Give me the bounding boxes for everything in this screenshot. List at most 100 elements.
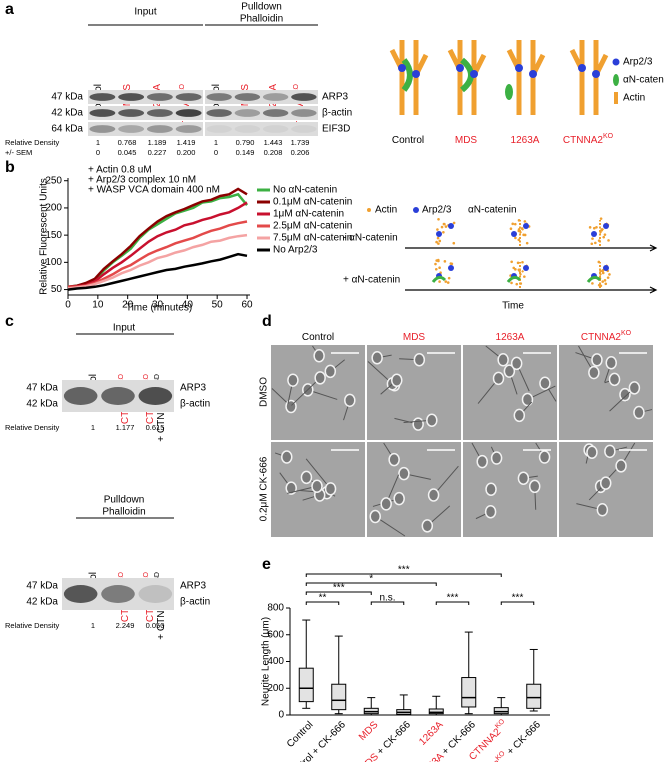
category-label: Control [285,719,316,750]
cell-body [596,503,609,517]
actin-dot [522,233,525,237]
cell-body [497,353,509,367]
label-part: Control [392,135,424,146]
density-value: 0 [214,148,218,157]
actin-dot [435,240,438,244]
blot-band [291,125,317,133]
actin-filament [506,40,546,115]
density-value: 0.050 [146,621,165,630]
actin-dot [602,235,606,239]
label-part: + CK-666 [373,719,413,759]
blot-band [262,125,289,133]
group-title: Input [134,7,156,18]
protein-label: β-actin [180,597,210,608]
density-value: 0.045 [118,148,137,157]
density-value: 0.206 [291,148,310,157]
category-label: 1263A [417,719,445,747]
marker-label: 42 kDa [26,399,58,410]
label-sup: KO [603,133,614,140]
actin-dot [606,276,610,279]
row-label: +/- SEM [5,148,32,157]
blot-band [234,93,261,101]
blot-band [138,585,173,603]
actin-dot [443,260,447,263]
actin-dot [444,225,448,228]
blot-band [206,125,232,133]
cell-body [490,451,503,465]
catenin [506,275,522,283]
actin-dot [525,241,529,245]
density-value: 2.249 [116,621,135,630]
y-tick-label: 200 [267,683,284,694]
actin-dot [601,280,605,283]
y-axis-label: Relative Fluorescent Units [39,178,50,295]
cell-body [311,479,323,493]
density-value: 0 [96,148,100,157]
actin-dot [437,218,440,221]
x-tick-label: 0 [65,300,71,311]
actin-dot [449,262,453,265]
marker-label: 42 kDa [26,597,58,608]
cell-body [421,519,434,533]
legend-label: 0.1μM αN-catenin [273,197,352,208]
significance-label: *** [333,583,345,594]
group-title: Pulldown [241,2,282,13]
actin-dot [511,222,515,226]
blot-band [234,125,261,133]
significance-bracket [500,601,535,605]
cell-body [633,405,645,420]
time-arrow [405,286,658,294]
cell-body [369,509,381,524]
model-label: CTNNA2KO [563,133,614,145]
cell-body [398,466,410,481]
actin-dot [603,279,607,282]
legend-label: Arp2/3 [623,57,653,68]
blot-band [89,109,116,117]
legend-icon [367,208,371,212]
blot-band [118,109,145,117]
actin-dot [593,226,596,230]
protein-label: ARP3 [180,383,207,394]
actin-dot [438,266,441,269]
label-part: 1263A [511,135,540,146]
y-axis-label: Neurite Length (μm) [261,617,272,706]
legend-icon [612,58,620,66]
blot-background [205,122,318,136]
blot-band [118,93,145,101]
density-value: 0.790 [236,138,255,147]
arp23 [470,70,478,78]
neurite [305,458,331,490]
axis-label: Time [502,301,524,312]
legend-label: 1μM αN-catenin [273,209,344,220]
actin-dot [434,267,438,271]
blot-band [206,93,232,101]
label-sup: KO [179,83,186,94]
density-value: 1.177 [116,423,135,432]
cell-body [513,408,526,423]
box [298,667,314,703]
density-value: 1.443 [264,138,283,147]
legend-icon [613,74,619,86]
blot-band [146,125,173,133]
cell-body [393,491,405,506]
blot-background [88,90,203,104]
significance-label: *** [512,593,524,604]
density-value: 0.200 [177,148,196,157]
x-tick-label: 30 [152,300,164,311]
density-value: 1.739 [291,138,310,147]
box [461,677,477,708]
row-label: Relative Density [5,138,59,147]
blot-band [101,387,135,405]
blot-band [262,109,289,117]
protein-label: β-actin [180,399,210,410]
group-title: Phalloidin [240,14,283,25]
arp23 [603,265,609,271]
actin-dot [442,231,445,234]
significance-label: *** [447,593,459,604]
actin-dot [510,281,513,285]
panel-label: c [5,313,14,330]
cell-body [324,482,337,496]
box [493,707,509,715]
cell-body [510,356,523,371]
